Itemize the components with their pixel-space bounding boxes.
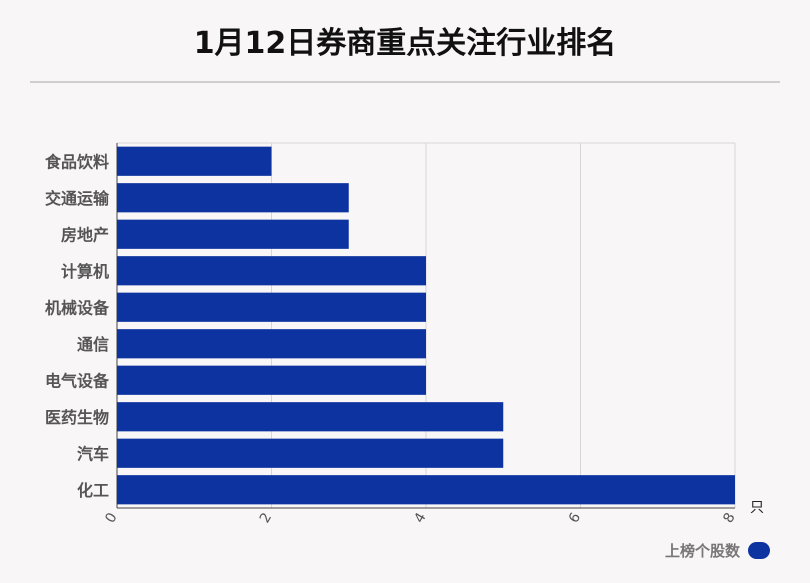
bar[interactable]	[117, 146, 272, 176]
title-divider	[30, 81, 780, 83]
category-label: 电气设备	[45, 371, 110, 390]
x-tick-label: 0	[102, 510, 120, 526]
x-tick-label: 4	[411, 510, 429, 526]
category-label: 化工	[77, 481, 109, 500]
x-tick-label: 2	[257, 510, 275, 526]
bar[interactable]	[117, 329, 426, 359]
bar[interactable]	[117, 365, 426, 395]
category-label: 计算机	[61, 262, 109, 281]
x-tick-label: 8	[720, 510, 738, 526]
category-label: 汽车	[77, 444, 109, 463]
legend[interactable]: 上榜个股数	[665, 540, 770, 561]
category-label: 房地产	[61, 225, 109, 244]
chart-title: 1月12日券商重点关注行业排名	[193, 26, 617, 61]
bar[interactable]	[117, 402, 504, 432]
category-label: 医药生物	[45, 408, 109, 427]
category-label: 通信	[77, 335, 109, 354]
bar[interactable]	[117, 256, 426, 286]
x-tick-label: 6	[566, 510, 584, 526]
category-label: 食品饮料	[44, 152, 109, 171]
x-tick-labels: 0 2 4 6 8	[102, 510, 738, 526]
bars	[117, 146, 735, 505]
legend-swatch	[748, 542, 770, 559]
category-label: 机械设备	[45, 298, 110, 317]
bar[interactable]	[117, 183, 349, 213]
bar[interactable]	[117, 438, 504, 468]
bar[interactable]	[117, 475, 735, 505]
bar[interactable]	[117, 292, 426, 322]
category-label: 交通运输	[45, 189, 110, 208]
bar[interactable]	[117, 219, 349, 249]
legend-label: 上榜个股数	[664, 542, 740, 560]
x-unit-label: 只	[750, 500, 764, 516]
